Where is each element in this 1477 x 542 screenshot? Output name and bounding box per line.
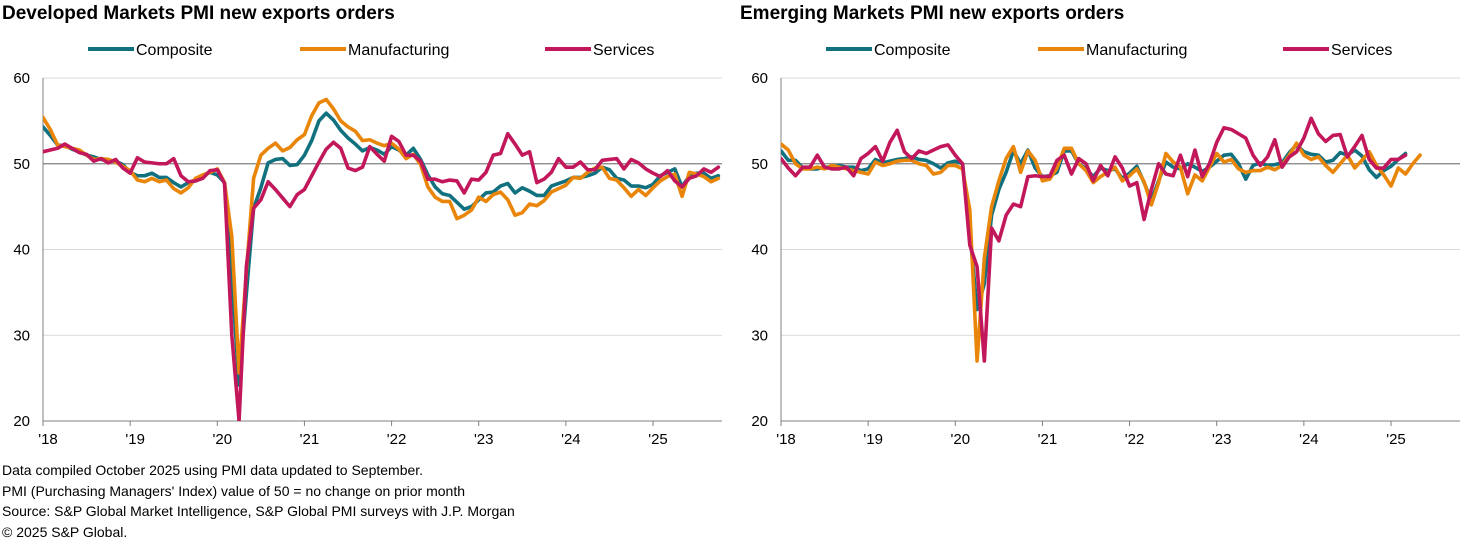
footnote-compiled: Data compiled October 2025 using PMI dat… (2, 460, 515, 481)
footnote-pmi-definition: PMI (Purchasing Managers' Index) value o… (2, 481, 515, 502)
x-tick-label: '24 (561, 431, 581, 448)
y-tick-label: 40 (13, 242, 30, 259)
series-line-manufacturing (781, 143, 1420, 361)
x-tick-label: '22 (387, 431, 407, 448)
x-tick-label: '21 (300, 431, 320, 448)
x-tick-label: '20 (213, 431, 233, 448)
legend-label-composite: Composite (136, 42, 213, 59)
x-tick-label: '25 (648, 431, 668, 448)
y-tick-label: 50 (751, 156, 768, 173)
legend-label-manufacturing: Manufacturing (348, 42, 449, 59)
x-tick-label: '20 (951, 431, 971, 448)
developed-markets-plot: 20 30 40 50 60 '18 '19 '20 '21 '22 '23 '24 '25 Compos… (0, 0, 738, 460)
x-tick-label: '23 (1212, 431, 1232, 448)
developed-markets-chart: Developed Markets PMI new exports orders… (0, 0, 738, 460)
legend-label-manufacturing: Manufacturing (1086, 42, 1187, 59)
x-tick-label: '25 (1386, 431, 1406, 448)
x-tick-label: '23 (474, 431, 494, 448)
legend-label-services: Services (1331, 42, 1392, 59)
y-tick-label: 50 (13, 156, 30, 173)
x-tick-label: '19 (125, 431, 145, 448)
x-tick-label: '18 (38, 431, 58, 448)
x-tick-label: '19 (863, 431, 883, 448)
x-tick-label: '24 (1299, 431, 1319, 448)
series-line-composite (781, 145, 1406, 310)
y-tick-label: 30 (751, 327, 768, 344)
series-line-manufacturing (43, 99, 718, 373)
legend-label-composite: Composite (874, 42, 951, 59)
footnotes: Data compiled October 2025 using PMI dat… (2, 460, 515, 542)
y-tick-label: 40 (751, 242, 768, 259)
x-tick-label: '21 (1038, 431, 1058, 448)
emerging-markets-plot: 20 30 40 50 60 '18 '19 '20 '21 '22 '23 '24 '25 Compos… (738, 0, 1476, 460)
y-tick-label: 20 (751, 413, 768, 430)
x-tick-label: '22 (1125, 431, 1145, 448)
y-tick-label: 30 (13, 327, 30, 344)
emerging-markets-chart: Emerging Markets PMI new exports orders … (738, 0, 1476, 460)
legend-label-services: Services (593, 42, 654, 59)
y-tick-label: 20 (13, 413, 30, 430)
footnote-source: Source: S&P Global Market Intelligence, … (2, 501, 515, 522)
footnote-copyright: © 2025 S&P Global. (2, 522, 515, 542)
y-tick-label: 60 (13, 70, 30, 87)
y-tick-label: 60 (751, 70, 768, 87)
x-tick-label: '18 (776, 431, 796, 448)
